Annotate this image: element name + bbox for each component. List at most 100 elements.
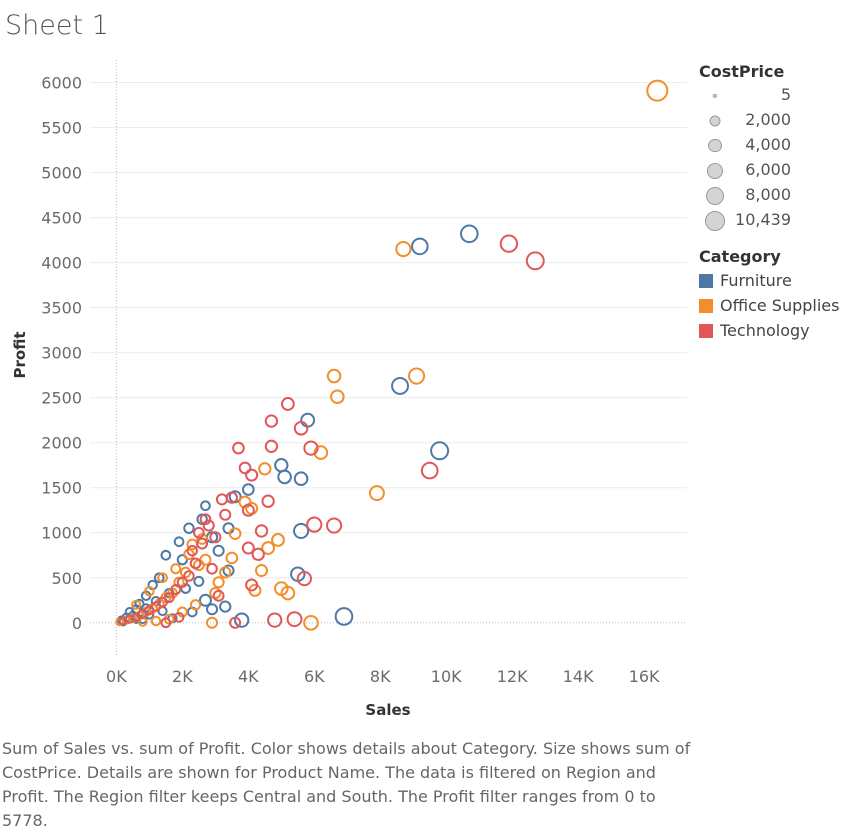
data-point-technology[interactable]	[280, 397, 295, 411]
data-point-furniture[interactable]	[241, 483, 255, 496]
data-point-technology[interactable]	[420, 461, 439, 480]
size-legend-item[interactable]: 4,000	[699, 133, 791, 158]
data-point-technology[interactable]	[264, 439, 279, 453]
data-point-technology[interactable]	[261, 494, 275, 508]
size-legend[interactable]: 5 2,000 4,000 6,000 8,000 10,439	[699, 83, 791, 233]
data-point-office-supplies[interactable]	[646, 79, 669, 102]
data-point-technology[interactable]	[199, 513, 212, 526]
data-point-technology[interactable]	[202, 519, 215, 532]
size-legend-item[interactable]: 6,000	[699, 158, 791, 183]
data-point-furniture[interactable]	[219, 600, 232, 613]
data-point-office-supplies[interactable]	[261, 541, 276, 555]
data-point-technology[interactable]	[160, 617, 172, 629]
data-point-furniture[interactable]	[234, 612, 250, 628]
data-point-technology[interactable]	[189, 557, 202, 570]
data-point-furniture[interactable]	[300, 412, 316, 428]
data-point-technology[interactable]	[212, 589, 225, 602]
data-point-technology[interactable]	[286, 611, 303, 628]
data-point-office-supplies[interactable]	[255, 564, 269, 578]
data-point-technology[interactable]	[525, 251, 545, 271]
data-point-technology[interactable]	[306, 516, 323, 533]
data-point-office-supplies[interactable]	[131, 599, 142, 610]
data-point-office-supplies[interactable]	[225, 551, 239, 565]
data-point-furniture[interactable]	[293, 471, 309, 486]
data-point-office-supplies[interactable]	[170, 563, 182, 575]
color-legend-item-office-supplies[interactable]: Office Supplies	[699, 293, 839, 318]
data-point-office-supplies[interactable]	[271, 533, 285, 547]
data-point-furniture[interactable]	[173, 536, 185, 548]
data-point-furniture[interactable]	[198, 593, 212, 607]
data-point-office-supplies[interactable]	[196, 533, 208, 545]
data-point-technology[interactable]	[245, 578, 259, 592]
data-point-office-supplies[interactable]	[144, 586, 155, 597]
data-point-furniture[interactable]	[183, 522, 195, 534]
data-point-office-supplies[interactable]	[369, 485, 385, 502]
data-point-technology[interactable]	[193, 526, 205, 539]
data-point-furniture[interactable]	[277, 469, 292, 485]
data-point-technology[interactable]	[296, 571, 313, 587]
data-point-technology[interactable]	[499, 234, 519, 253]
data-point-technology[interactable]	[326, 517, 343, 534]
data-point-technology[interactable]	[170, 583, 182, 595]
data-point-office-supplies[interactable]	[212, 576, 225, 589]
data-point-technology[interactable]	[215, 493, 228, 506]
data-point-technology[interactable]	[264, 414, 279, 428]
data-point-office-supplies[interactable]	[209, 587, 222, 600]
data-point-technology[interactable]	[267, 612, 283, 628]
data-point-technology[interactable]	[293, 420, 309, 436]
data-point-technology[interactable]	[118, 616, 128, 626]
data-point-technology[interactable]	[186, 545, 198, 557]
data-point-technology[interactable]	[241, 541, 255, 555]
data-point-furniture[interactable]	[334, 607, 354, 626]
data-point-furniture[interactable]	[212, 544, 225, 557]
data-point-furniture[interactable]	[206, 603, 219, 616]
data-point-furniture[interactable]	[411, 237, 429, 256]
data-point-office-supplies[interactable]	[189, 599, 202, 611]
size-legend-item[interactable]: 5	[699, 83, 791, 108]
data-point-technology[interactable]	[209, 531, 222, 544]
data-point-office-supplies[interactable]	[395, 241, 412, 258]
data-point-office-supplies[interactable]	[150, 615, 162, 627]
data-point-office-supplies[interactable]	[206, 616, 219, 629]
data-point-furniture[interactable]	[193, 575, 205, 587]
data-point-technology[interactable]	[254, 524, 269, 538]
data-point-technology[interactable]	[173, 612, 185, 623]
data-point-furniture[interactable]	[200, 500, 211, 512]
data-point-technology[interactable]	[219, 508, 232, 521]
data-point-furniture[interactable]	[293, 522, 310, 540]
data-marks[interactable]	[115, 79, 669, 631]
color-legend[interactable]: Furniture Office Supplies Technology	[699, 268, 839, 343]
data-point-office-supplies[interactable]	[219, 566, 232, 579]
data-point-office-supplies[interactable]	[330, 389, 345, 405]
size-legend-item[interactable]: 2,000	[699, 108, 791, 133]
data-point-technology[interactable]	[238, 461, 252, 475]
data-point-office-supplies[interactable]	[303, 614, 319, 631]
data-point-office-supplies[interactable]	[258, 462, 272, 476]
data-point-technology[interactable]	[232, 441, 245, 455]
data-point-office-supplies[interactable]	[157, 572, 168, 584]
data-point-technology[interactable]	[251, 547, 265, 562]
data-point-office-supplies[interactable]	[274, 581, 289, 596]
data-point-furniture[interactable]	[430, 441, 450, 461]
data-point-office-supplies[interactable]	[326, 368, 342, 384]
data-point-technology[interactable]	[176, 576, 188, 588]
data-point-technology[interactable]	[245, 468, 259, 482]
data-point-furniture[interactable]	[153, 572, 165, 584]
size-legend-item[interactable]: 10,439	[699, 208, 791, 233]
data-point-office-supplies[interactable]	[199, 553, 212, 566]
data-point-furniture[interactable]	[459, 224, 479, 244]
data-point-technology[interactable]	[196, 537, 209, 550]
size-legend-item[interactable]: 8,000	[699, 183, 791, 208]
data-point-office-supplies[interactable]	[238, 495, 252, 509]
data-point-technology[interactable]	[241, 503, 255, 517]
color-legend-item-furniture[interactable]: Furniture	[699, 268, 839, 293]
data-point-furniture[interactable]	[391, 377, 410, 395]
data-point-furniture[interactable]	[160, 549, 172, 561]
data-point-technology[interactable]	[206, 562, 218, 575]
data-point-technology[interactable]	[183, 570, 195, 582]
data-point-technology[interactable]	[229, 616, 242, 629]
data-point-furniture[interactable]	[274, 458, 289, 473]
scatter-plot[interactable]: 0K 2K 4K 6K 8K 10K 12K 14K 16K 0 500 1000 1500 2000 2…	[0, 0, 690, 730]
color-legend-item-technology[interactable]: Technology	[699, 318, 839, 343]
data-point-office-supplies[interactable]	[228, 527, 242, 540]
